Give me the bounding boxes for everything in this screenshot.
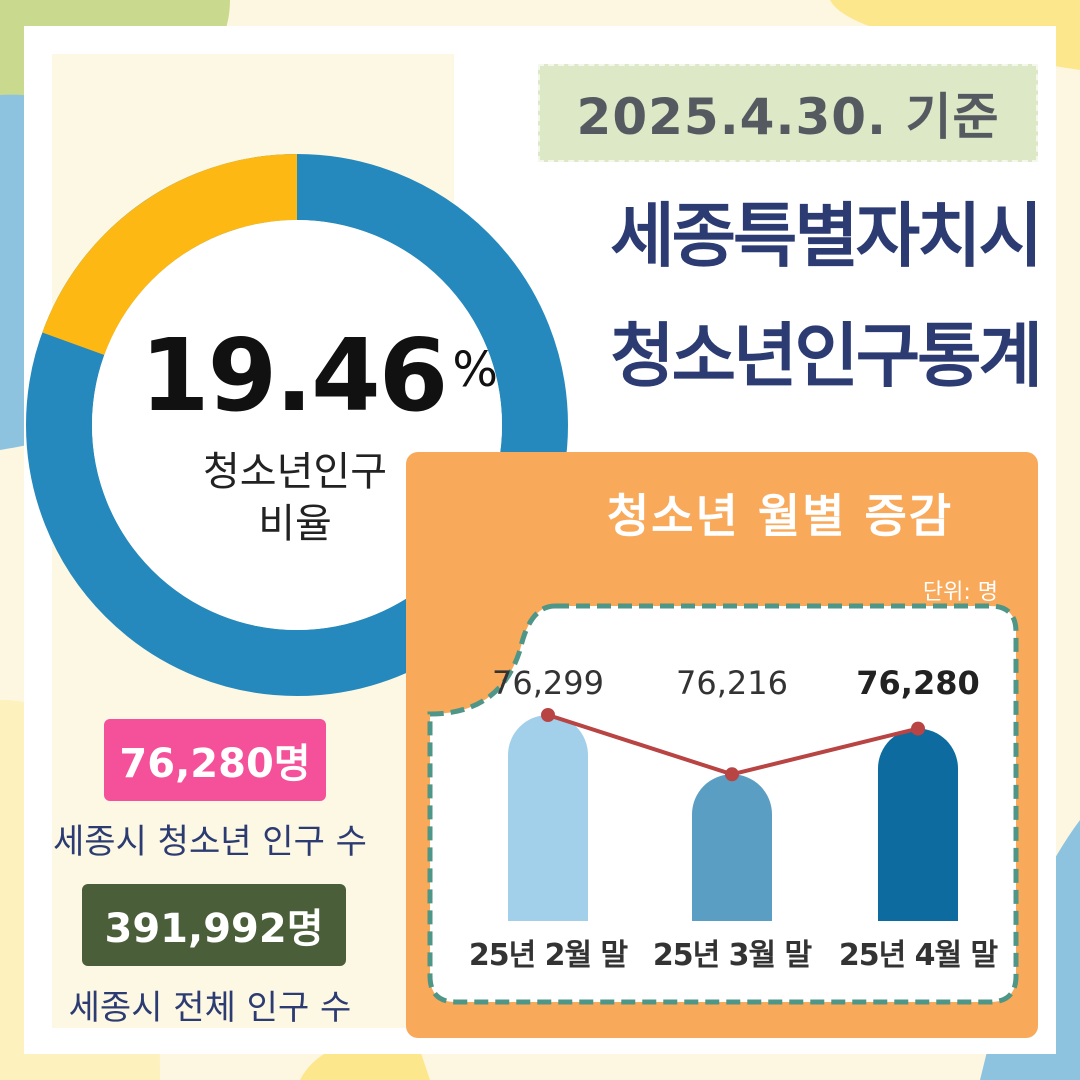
page-title-line1: 세종특별자치시: [610, 195, 1043, 277]
donut-label-line2: 비율: [258, 501, 332, 547]
donut-label-line1: 청소년인구: [203, 449, 387, 495]
bar-apr: [878, 728, 958, 921]
youth-ratio-value: 19.46 %: [140, 316, 498, 434]
trend-point-mar: [725, 767, 739, 782]
ratio-number: 19.46: [140, 317, 448, 434]
category-label-mar: 25년 3월 말: [652, 938, 812, 973]
page-title-line2: 청소년인구통계: [610, 315, 1043, 397]
category-label-apr: 25년 4월 말: [838, 938, 998, 973]
ratio-unit: %: [452, 342, 498, 398]
category-label-feb: 25년 2월 말: [468, 938, 628, 973]
total-population-caption: 세종시 전체 인구 수: [68, 988, 352, 1028]
total-population-badge: 391,992명: [82, 884, 346, 966]
data-label-feb: 76,299: [492, 664, 604, 702]
youth-population-badge: 76,280명: [104, 719, 326, 801]
donut-youth-segment: [42, 154, 298, 356]
chart-unit-label: 단위: 명: [922, 580, 998, 605]
trend-point-apr: [911, 721, 925, 736]
youth-population-caption: 세종시 청소년 인구 수: [53, 822, 367, 862]
donut-hole: [92, 220, 502, 630]
donut-label: 청소년인구 비율: [130, 446, 460, 550]
trend-point-feb: [541, 708, 555, 722]
data-label-mar: 76,216: [676, 664, 788, 702]
date-badge: 2025.4.30. 기준: [538, 64, 1038, 162]
chart-title: 청소년 월별 증감: [606, 489, 954, 543]
bar-feb: [508, 715, 588, 921]
data-label-apr: 76,280: [856, 664, 980, 702]
bar-mar: [692, 774, 772, 921]
